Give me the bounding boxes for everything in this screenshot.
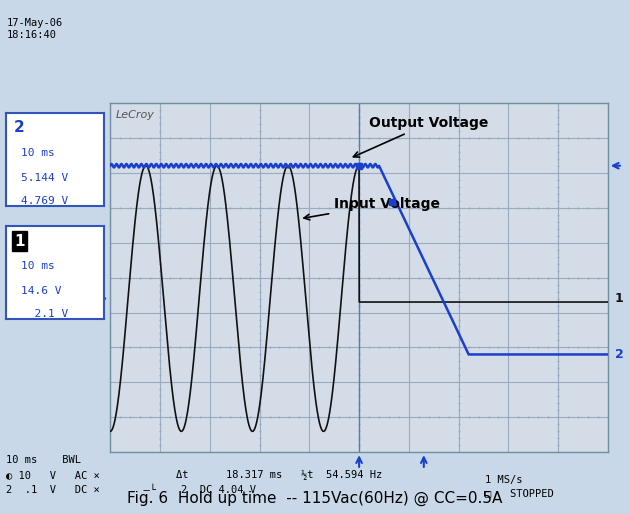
Text: □   STOPPED: □ STOPPED [485, 488, 554, 498]
Text: 1: 1 [14, 233, 25, 249]
Text: 2: 2 [14, 120, 25, 136]
Text: Output Voltage: Output Voltage [353, 116, 488, 157]
Text: ◐ 10   V   AC ×: ◐ 10 V AC × [6, 470, 100, 480]
Text: LeCroy: LeCroy [115, 110, 154, 120]
Text: Δt      18.317 ms   ½t  54.594 Hz: Δt 18.317 ms ½t 54.594 Hz [176, 470, 382, 480]
Text: 2.1 V: 2.1 V [21, 309, 68, 319]
Text: 17-May-06
18:16:40: 17-May-06 18:16:40 [6, 18, 62, 40]
Text: 1: 1 [615, 292, 624, 305]
Text: 2  .1  V   DC ×       —└    2  DC 4.04 V: 2 .1 V DC × —└ 2 DC 4.04 V [6, 485, 256, 494]
Text: 5.144 V: 5.144 V [21, 173, 68, 183]
Text: 2: 2 [615, 348, 624, 361]
Text: 1: 1 [14, 233, 25, 249]
Text: 10 ms: 10 ms [21, 261, 55, 271]
Text: Fig. 6  Hold up time  -- 115Vac(60Hz) @ CC=0.5A: Fig. 6 Hold up time -- 115Vac(60Hz) @ CC… [127, 491, 503, 506]
Text: 4.769 V: 4.769 V [21, 196, 68, 206]
Text: Input Voltage: Input Voltage [304, 197, 440, 220]
Text: 1 MS/s: 1 MS/s [485, 475, 523, 485]
Text: 10 ms: 10 ms [21, 148, 55, 158]
Text: 10 ms    BWL: 10 ms BWL [6, 455, 81, 465]
Text: 14.6 V: 14.6 V [21, 286, 62, 296]
